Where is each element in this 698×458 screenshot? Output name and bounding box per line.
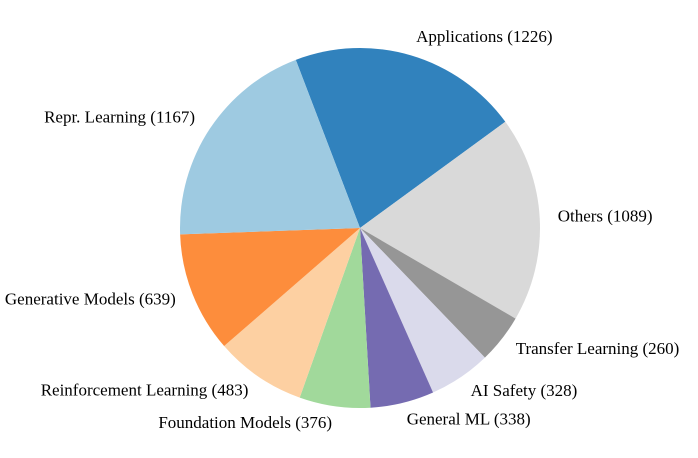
pie-label-ai-safety: AI Safety (328) <box>471 381 578 400</box>
pie-label-reinforcement-learning: Reinforcement Learning (483) <box>41 381 249 400</box>
pie-slice-transfer-learning <box>360 228 516 358</box>
pie-slice-ai-safety <box>360 228 485 393</box>
pie-slice-foundation-models <box>299 228 371 408</box>
pie-label-repr-learning: Repr. Learning (1167) <box>44 108 195 127</box>
pie-slice-general-ml <box>360 228 434 408</box>
pie-label-general-ml: General ML (338) <box>407 409 531 428</box>
pie-slice-others <box>360 121 540 319</box>
pie-label-applications: Applications (1226) <box>416 27 552 46</box>
pie-slices <box>179 47 540 408</box>
pie-label-foundation-models: Foundation Models (376) <box>158 413 332 432</box>
pie-slice-generative-models <box>180 228 360 347</box>
pie-label-generative-models: Generative Models (639) <box>5 290 176 309</box>
pie-slice-repr-learning <box>179 59 360 235</box>
pie-label-others: Others (1089) <box>558 207 653 226</box>
pie-label-transfer-learning: Transfer Learning (260) <box>516 339 680 358</box>
pie-labels: Applications (1226) Others (1089) Transfer… <box>5 27 679 432</box>
pie-slice-applications <box>295 47 506 228</box>
pie-slice-reinforcement-learning <box>224 228 360 398</box>
